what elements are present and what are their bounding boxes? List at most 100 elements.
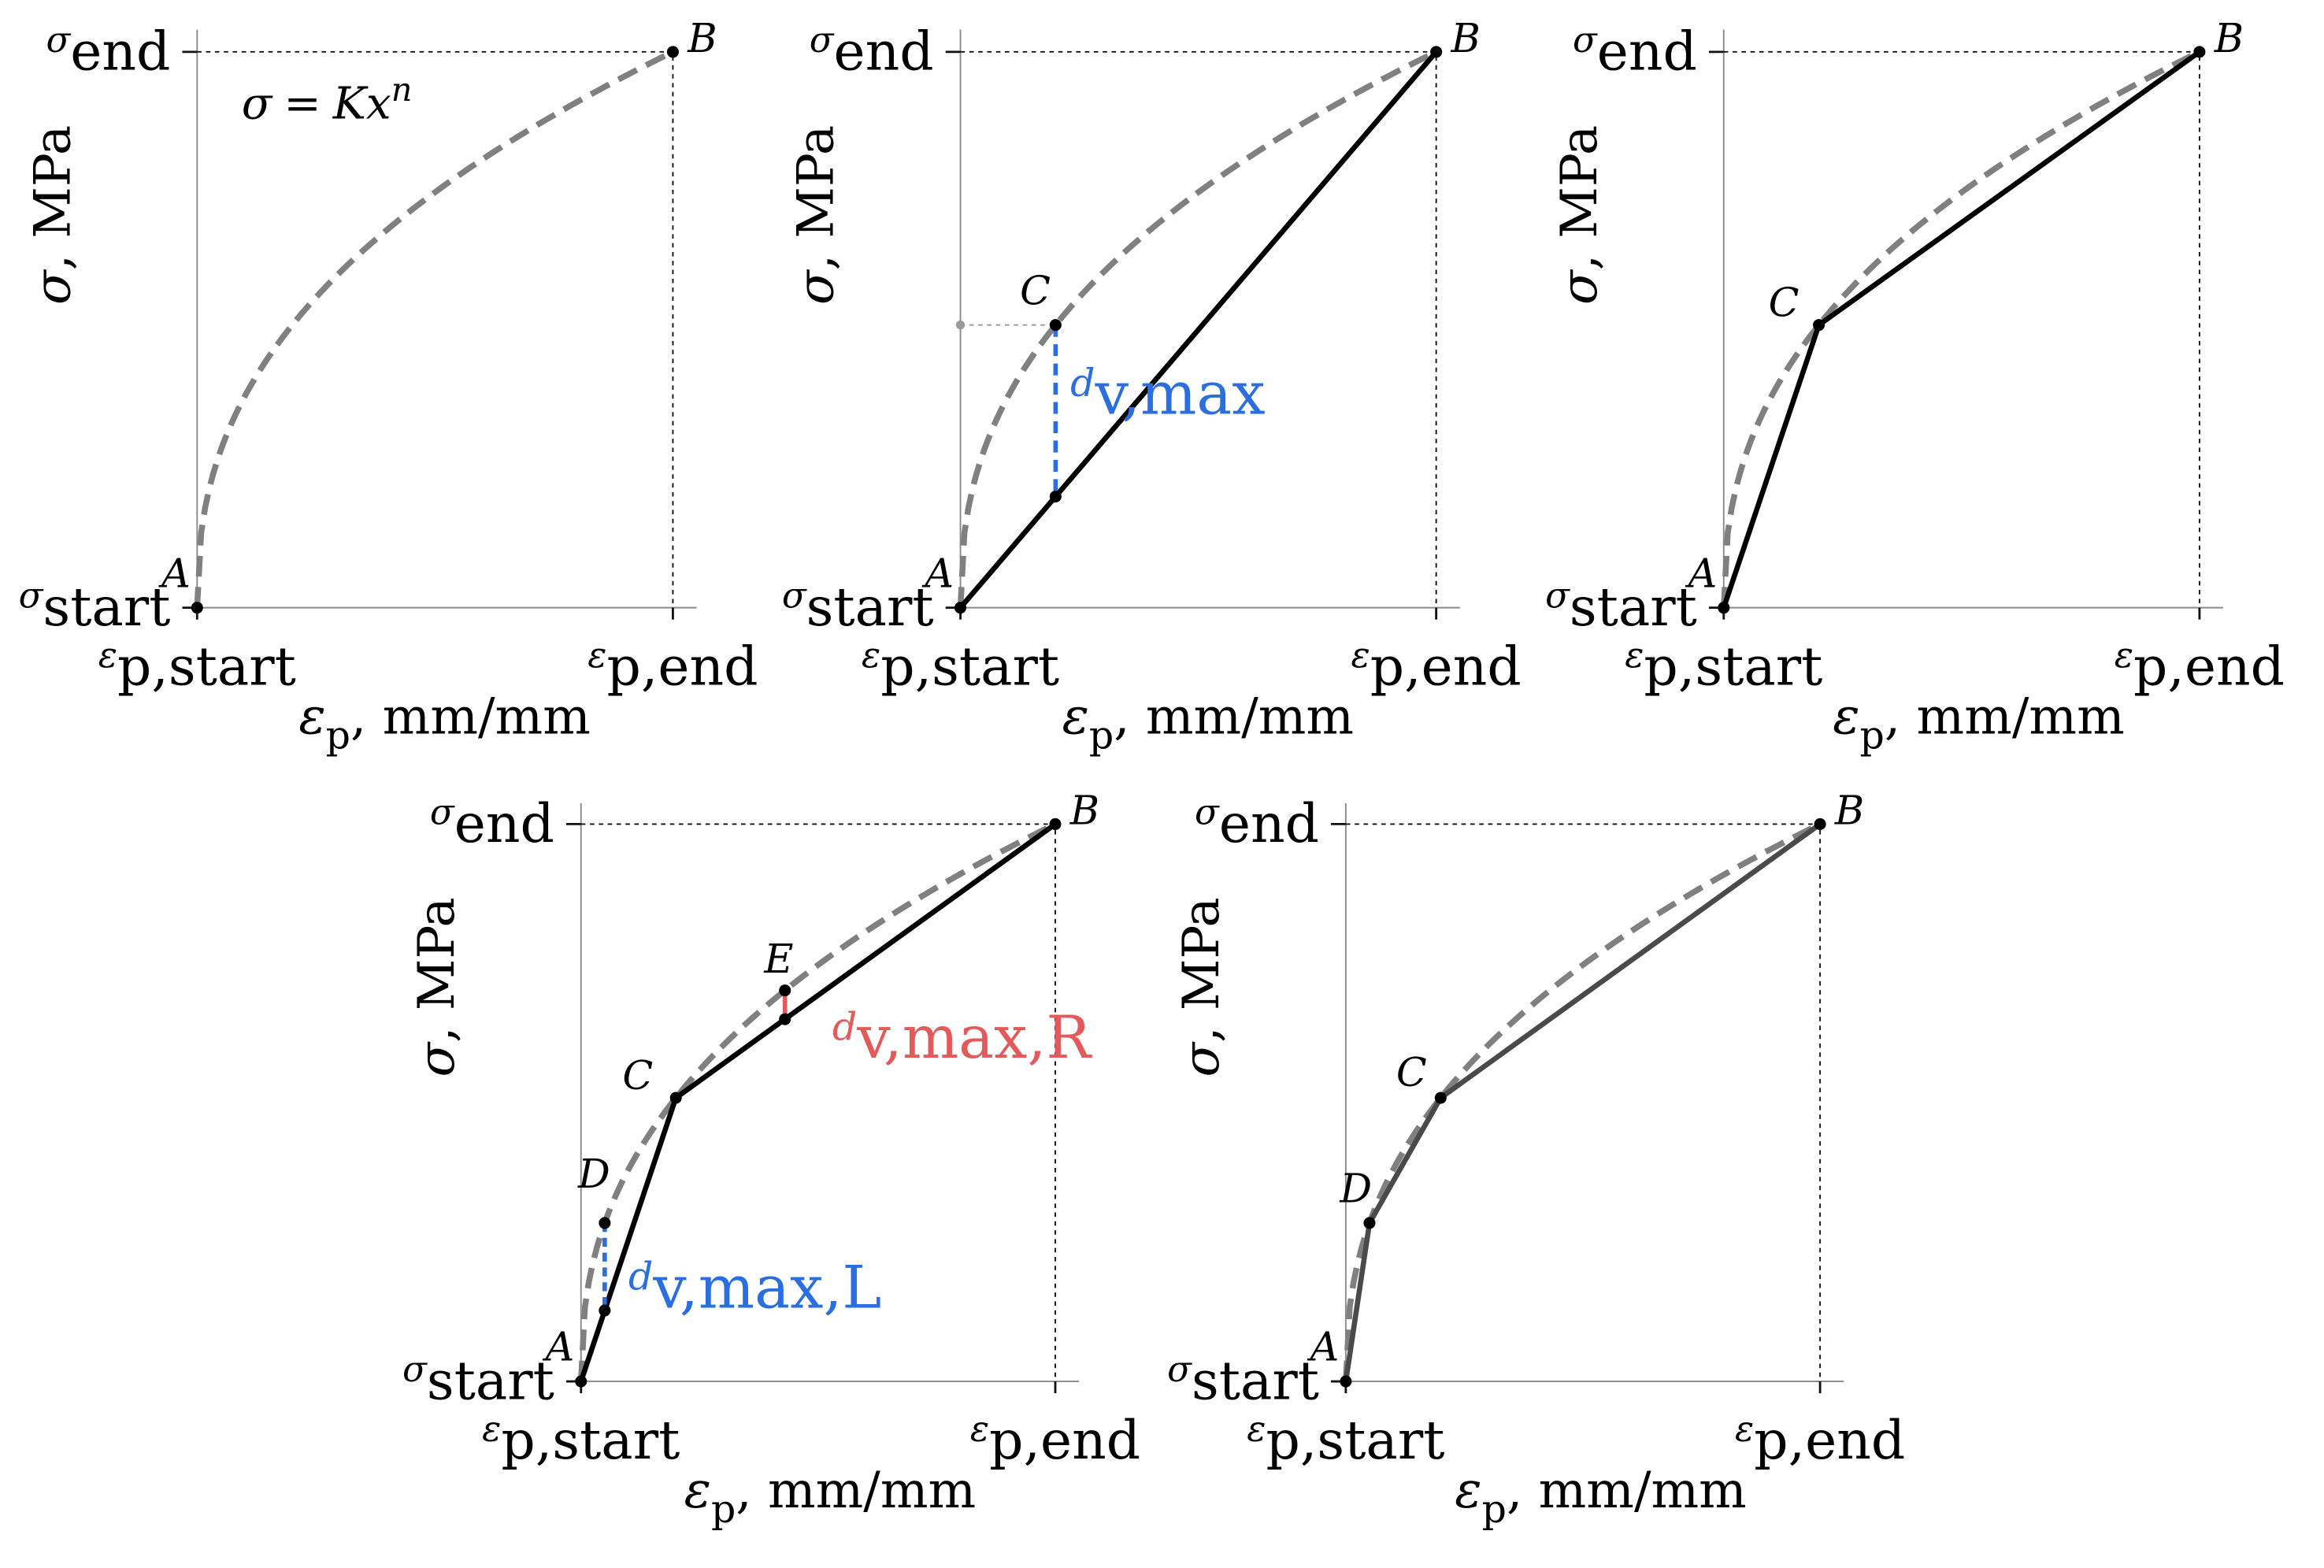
label-dv-max-L-subscript: v,max,L (652, 1252, 881, 1321)
y-tick-label-end: σend (46, 19, 170, 83)
label-A: A (1685, 550, 1718, 596)
point-B (1049, 817, 1062, 830)
x-tick-label-start: εp,start (1625, 634, 1822, 698)
label-C: C (622, 1052, 653, 1099)
x-tick-label-start-symbol: ε (1247, 1407, 1266, 1449)
label-C: C (1020, 267, 1051, 313)
label-dv-max-symbol: d (1070, 361, 1095, 406)
y-tick-label-end: σend (1195, 791, 1319, 854)
x-tick-label-end-symbol: ε (1735, 1407, 1754, 1449)
point-A (954, 602, 967, 614)
x-tick-label-end-subscript: p,end (2133, 635, 2285, 697)
label-dv-max-R-symbol: d (832, 1004, 857, 1049)
point-C-proj (1049, 490, 1062, 503)
y-axis-symbol: σ (1173, 1041, 1231, 1077)
x-axis-unit: , mm/mm (736, 1462, 976, 1520)
x-tick-label-start: εp,start (98, 634, 296, 698)
y-tick-label-end-symbol: σ (46, 19, 71, 61)
point-C (1434, 1092, 1447, 1104)
x-tick-label-end-subscript: p,end (607, 635, 758, 697)
label-A: A (921, 550, 954, 596)
label-B: B (2214, 15, 2244, 61)
label-dv-max-L-symbol: d (628, 1255, 653, 1299)
x-tick-label-end: εp,end (1351, 634, 1522, 698)
polyline-ADCB (1343, 821, 1822, 1382)
y-axis-title: σ, MPa (1551, 125, 1609, 305)
equation: σ = Kxn (242, 71, 413, 130)
label-B: B (1834, 787, 1864, 833)
label-E: E (763, 936, 793, 982)
point-D (599, 1217, 611, 1229)
x-tick-label-start-symbol: ε (482, 1407, 501, 1449)
label-dv-max-R-subscript: v,max,R (856, 1003, 1092, 1072)
eq-lhs: σ (242, 79, 273, 130)
y-tick-label-end: σend (1573, 19, 1697, 83)
x-tick-label-end: εp,end (970, 1407, 1140, 1471)
guide-to-B (1345, 823, 1822, 1382)
x-axis-unit: , mm/mm (350, 688, 591, 747)
x-tick-label-end: εp,end (1735, 1407, 1905, 1471)
y-tick-label-end-subscript: end (70, 20, 170, 82)
point-A (1340, 1375, 1352, 1388)
y-axis-symbol: σ (788, 269, 846, 305)
y-tick-label-end-subscript: end (1219, 792, 1319, 854)
y-tick-label-start: σstart (19, 575, 171, 639)
x-tick-label-end-subscript: p,end (1754, 1409, 1905, 1471)
point-C (1813, 319, 1825, 332)
y-axis-unit: , MPa (788, 125, 846, 270)
x-tick-label-end-subscript: p,end (989, 1409, 1140, 1471)
y-tick-label-end-symbol: σ (1195, 791, 1220, 832)
y-axis-title: σ, MPa (408, 897, 466, 1077)
y-tick-label-end-symbol: σ (1573, 19, 1598, 61)
power-law-curve (1343, 821, 1822, 1382)
x-tick-label-end: εp,end (587, 634, 758, 698)
point-E (779, 984, 791, 997)
label-C: C (1769, 279, 1800, 325)
y-tick-label-start: σstart (1167, 1348, 1319, 1412)
y-tick-label-start-subscript: start (1192, 1350, 1319, 1412)
point-B (1430, 46, 1443, 58)
point-A (1718, 602, 1730, 614)
y-tick-label-start-symbol: σ (402, 1348, 428, 1390)
y-tick-label-end-subscript: end (834, 20, 934, 82)
y-tick-label-start-symbol: σ (1545, 575, 1570, 617)
point-E-proj (779, 1013, 791, 1025)
x-axis-symbol: ε (1455, 1462, 1481, 1520)
y-axis-title: σ, MPa (1173, 897, 1231, 1077)
guide-to-B (1723, 50, 2200, 608)
label-dv-max-R: dv,max,R (832, 1003, 1092, 1072)
point-D-proj (599, 1304, 611, 1317)
point-A (575, 1375, 587, 1388)
label-D: D (577, 1151, 610, 1197)
x-tick-label-end-subscript: p,end (1370, 635, 1522, 697)
y-axis-title: σ, MPa (788, 125, 846, 305)
y-tick-label-end-subscript: end (1597, 20, 1697, 82)
x-axis-symbol: ε (1062, 688, 1089, 747)
label-dv-max: dv,max (1070, 359, 1266, 428)
y-tick-label-start: σstart (402, 1348, 554, 1412)
power-law-curve (1721, 49, 2201, 608)
x-tick-label-start-subscript: p,start (501, 1409, 680, 1471)
power-law-curve (577, 821, 1057, 1382)
x-tick-label-start: εp,start (482, 1407, 680, 1471)
eq-sign: = (284, 79, 321, 130)
x-axis-symbol: ε (1833, 688, 1859, 747)
point-B (2193, 46, 2206, 58)
x-axis-unit: , mm/mm (1885, 688, 2125, 747)
x-axis-subscript: p (711, 1487, 736, 1532)
y-tick-label-start-symbol: σ (1167, 1348, 1192, 1390)
x-axis-title: εp, mm/mm (1833, 688, 2125, 758)
y-axis-title: σ, MPa (24, 125, 82, 305)
x-tick-label-start-subscript: p,start (117, 635, 296, 697)
point-C (1049, 319, 1062, 332)
y-axis-unit: , MPa (408, 897, 466, 1042)
label-A: A (543, 1324, 575, 1370)
x-axis-title: εp, mm/mm (684, 1462, 977, 1532)
point-A (191, 602, 203, 614)
power-law-curve (194, 49, 675, 608)
x-axis-title: εp, mm/mm (1455, 1462, 1747, 1532)
x-tick-label-start: εp,start (862, 634, 1059, 698)
